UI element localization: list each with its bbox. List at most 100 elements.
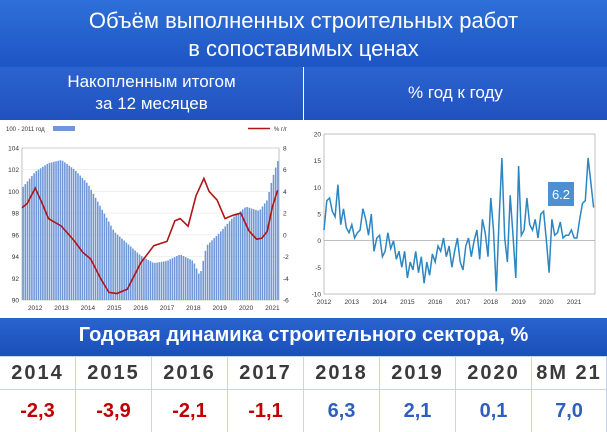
index-bar bbox=[48, 162, 51, 300]
index-bar bbox=[202, 260, 205, 300]
index-bar bbox=[110, 225, 112, 300]
index-bar bbox=[99, 205, 101, 300]
left-x-tick-label: 2013 bbox=[54, 305, 69, 312]
index-bar bbox=[226, 223, 229, 300]
cumulative-chart: 90 92 94 96 98 100 102 104 -6 -4 -2 0 2 4 6 8 2012 2013… bbox=[6, 126, 289, 312]
yoy-line-series bbox=[21, 176, 279, 295]
index-bar bbox=[156, 262, 158, 300]
index-bar bbox=[86, 182, 88, 300]
right-chart-y-tick-label: 5 bbox=[317, 212, 321, 219]
growth-value-cell: 6,3 bbox=[304, 390, 380, 432]
index-bar bbox=[259, 209, 262, 300]
year-cell: 2016 bbox=[152, 357, 228, 389]
index-bar bbox=[204, 250, 207, 300]
index-bar bbox=[123, 240, 125, 300]
index-bar bbox=[28, 178, 31, 300]
left-x-tick-label: 2021 bbox=[265, 305, 280, 312]
index-bar bbox=[248, 207, 251, 300]
right-y-tick-label: -2 bbox=[283, 254, 289, 261]
index-bar bbox=[46, 163, 49, 300]
index-bar bbox=[77, 173, 79, 300]
left-x-tick-label: 2015 bbox=[107, 305, 122, 312]
index-bar bbox=[274, 167, 277, 300]
index-bar bbox=[154, 262, 156, 300]
index-bar bbox=[162, 261, 165, 300]
legend-line-label: % г/г bbox=[274, 127, 288, 133]
index-bar bbox=[167, 260, 169, 300]
index-bar bbox=[173, 257, 176, 300]
right-chart-y-tick-label: -10 bbox=[312, 292, 322, 299]
index-bar bbox=[149, 261, 152, 300]
left-x-tick-label: 2016 bbox=[133, 305, 148, 312]
right-chart-y-tick-label: 0 bbox=[317, 238, 321, 245]
growth-value-cell: -2,1 bbox=[152, 390, 228, 432]
right-chart-x-tick-label: 2018 bbox=[484, 299, 499, 306]
right-y-tick-label: 4 bbox=[283, 189, 287, 196]
right-chart-y-tick-label: 10 bbox=[314, 185, 322, 192]
index-bar bbox=[219, 231, 222, 300]
index-bar bbox=[165, 261, 167, 300]
annual-dynamics-title: Годовая динамика строительного сектора, … bbox=[78, 324, 529, 346]
index-bar bbox=[193, 263, 196, 300]
page-title-line-2: в сопоставимых ценах bbox=[188, 36, 419, 61]
index-bar bbox=[114, 232, 117, 300]
right-chart-x-tick-label: 2019 bbox=[511, 299, 526, 306]
header-banner: Объём выполненных строительных работ в с… bbox=[0, 0, 607, 67]
left-y-tick-label: 98 bbox=[12, 211, 20, 218]
year-cell: 2014 bbox=[0, 357, 76, 389]
index-bar bbox=[151, 262, 154, 300]
index-bar bbox=[136, 252, 139, 300]
left-y-tick-label: 90 bbox=[12, 298, 20, 305]
right-chart-x-tick-label: 2016 bbox=[428, 299, 443, 306]
index-bar bbox=[121, 238, 123, 300]
yoy-chart: -10 -5 0 5 10 15 20 2012 2013 2014 2015 2016 2017 20… bbox=[312, 132, 596, 306]
index-bar bbox=[228, 221, 231, 300]
right-chart-x-tick-label: 2020 bbox=[539, 299, 554, 306]
index-bar bbox=[230, 218, 233, 300]
index-bar bbox=[61, 160, 64, 300]
index-bar bbox=[31, 175, 33, 300]
index-bar bbox=[184, 257, 187, 300]
right-chart-x-tick-label: 2012 bbox=[317, 299, 332, 306]
growth-value-cell: -3,9 bbox=[76, 390, 152, 432]
index-bar bbox=[96, 201, 99, 300]
left-y-tick-label: 102 bbox=[8, 167, 19, 174]
index-bar bbox=[33, 173, 35, 300]
index-bar bbox=[103, 213, 106, 300]
cumulative-chart-panel: 90 92 94 96 98 100 102 104 -6 -4 -2 0 2 4 6 8 2012 2013… bbox=[0, 120, 303, 318]
index-bar bbox=[176, 256, 178, 300]
index-bar bbox=[191, 260, 194, 300]
right-chart-x-tick-label: 2015 bbox=[400, 299, 415, 306]
index-bar bbox=[209, 242, 211, 300]
index-bar bbox=[198, 273, 200, 300]
index-bar bbox=[268, 191, 270, 300]
index-bar bbox=[272, 174, 275, 300]
right-chart-x-tick-label: 2013 bbox=[345, 299, 360, 306]
left-chart-legend: 100 - 2011 год % г/г bbox=[6, 126, 288, 133]
index-bar bbox=[50, 162, 53, 300]
index-bar bbox=[233, 216, 235, 300]
right-y-tick-label: 8 bbox=[283, 146, 287, 153]
index-bar bbox=[206, 244, 209, 300]
year-cell: 2017 bbox=[228, 357, 304, 389]
index-bar bbox=[213, 238, 215, 300]
index-bar bbox=[263, 203, 266, 300]
index-bar bbox=[79, 175, 82, 300]
left-panel-header: Накопленным итогом за 12 месяцев bbox=[0, 67, 303, 120]
right-panel-header: % год к году bbox=[304, 67, 607, 120]
index-bar bbox=[224, 226, 226, 300]
index-bar bbox=[180, 254, 183, 300]
index-bar bbox=[138, 254, 141, 300]
index-bar bbox=[105, 217, 108, 300]
index-bar bbox=[145, 258, 147, 300]
growth-value-cell: 0,1 bbox=[456, 390, 532, 432]
index-bar bbox=[83, 180, 86, 300]
index-bar bbox=[39, 168, 42, 300]
index-bar bbox=[53, 161, 55, 300]
index-bar bbox=[94, 197, 97, 300]
index-bar bbox=[101, 209, 103, 300]
index-bar bbox=[68, 165, 71, 300]
index-bar bbox=[92, 193, 95, 300]
left-x-tick-label: 2017 bbox=[160, 305, 175, 312]
index-bar bbox=[125, 242, 128, 300]
